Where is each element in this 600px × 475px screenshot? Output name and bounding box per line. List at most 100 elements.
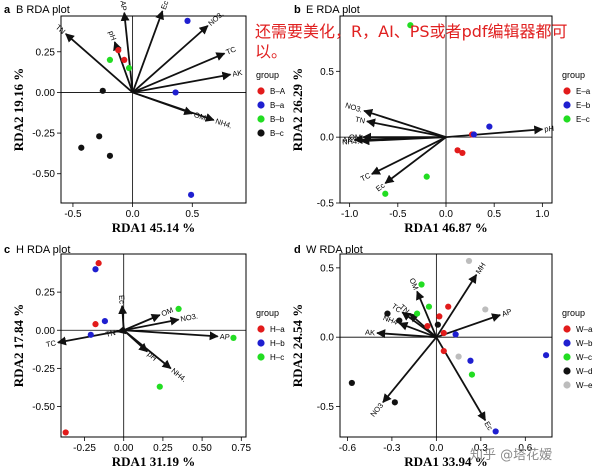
- x-tick-label: 0.25: [153, 443, 173, 454]
- legend-label: E–b: [576, 101, 591, 110]
- y-tick-label: 0.0: [320, 133, 334, 144]
- legend-title: group: [562, 308, 585, 318]
- legend-title: group: [562, 70, 585, 80]
- arrow-ap: [120, 11, 134, 93]
- legend-marker: [563, 325, 571, 333]
- y-tick-label: -0.50: [32, 169, 55, 180]
- arrow-label: AP: [119, 0, 129, 11]
- arrow-label: NH4.: [342, 137, 359, 147]
- arrow-label: AP: [219, 332, 230, 342]
- legend-label: E–a: [576, 87, 591, 96]
- data-point: [459, 149, 466, 157]
- legend-label: B–A: [270, 87, 286, 96]
- y-tick-label: -0.5: [317, 402, 335, 413]
- y-axis-label: RDA2 26.29 %: [290, 68, 305, 151]
- data-point: [424, 322, 431, 330]
- panel-title: B RDA plot: [16, 4, 70, 16]
- data-point: [454, 147, 461, 154]
- arrow-ap: [123, 329, 219, 341]
- arrow-label: Ec: [117, 295, 127, 305]
- legend-marker: [257, 115, 265, 123]
- data-point: [101, 318, 108, 325]
- arrow-label: pH: [544, 124, 554, 134]
- x-tick-label: -0.5: [64, 209, 82, 220]
- arrow-ec: [384, 136, 447, 184]
- y-tick-label: 0.0: [320, 333, 334, 344]
- data-point: [348, 379, 355, 387]
- arrow-label: AK: [365, 328, 376, 338]
- arrow-label: TN: [354, 115, 366, 126]
- data-point: [440, 347, 447, 355]
- x-tick-label: 0.6: [518, 443, 532, 454]
- arrow-no3: [123, 316, 180, 332]
- data-point: [95, 260, 102, 267]
- arrow-no3: [132, 25, 209, 94]
- x-tick-label: -0.5: [389, 209, 407, 220]
- arrow-label: TC: [359, 171, 372, 184]
- data-point: [482, 306, 489, 313]
- arrow-label: TC: [225, 44, 238, 56]
- y-tick-label: 0.00: [36, 326, 56, 337]
- legend-label: B–a: [270, 101, 285, 110]
- arrow-no3: [363, 109, 447, 139]
- x-tick-label: -0.3: [383, 443, 401, 454]
- arrow-label: TC: [45, 338, 57, 349]
- legend-marker: [257, 129, 265, 137]
- legend-label: H–a: [270, 325, 285, 334]
- y-axis-label: RDA2 24.54 %: [290, 304, 305, 387]
- watermark: 知乎 @塔花嫒: [470, 448, 553, 463]
- arrow-om: [416, 290, 438, 338]
- y-axis-label: RDA2 19.16 %: [11, 68, 26, 151]
- x-axis-label: RDA1 45.14 %: [112, 220, 195, 235]
- data-point: [87, 331, 94, 338]
- arrow-label: Ec: [482, 420, 494, 432]
- arrow-tn: [409, 312, 437, 338]
- x-tick-label: 0.75: [232, 443, 252, 454]
- x-axis-label: RDA1 33.94 %: [404, 454, 487, 469]
- arrow-tc: [370, 136, 447, 175]
- data-point: [391, 399, 398, 406]
- arrow-ak: [132, 71, 232, 94]
- arrow-ec: [131, 10, 164, 93]
- x-tick-label: 1.0: [535, 209, 549, 220]
- arrow-nh4: [360, 136, 447, 146]
- legend-label: W–c: [576, 353, 592, 362]
- y-tick-label: -0.25: [32, 129, 55, 140]
- x-tick-label: -1.0: [341, 209, 359, 220]
- data-point: [382, 190, 389, 197]
- legend-label: W–d: [576, 367, 592, 376]
- legend-marker: [257, 101, 265, 109]
- x-tick-label: 0.5: [487, 209, 501, 220]
- arrow-label: pH: [107, 30, 119, 42]
- data-point: [425, 303, 433, 310]
- y-tick-label: 0.25: [36, 288, 56, 299]
- legend-label: H–c: [270, 353, 284, 362]
- arrow-ap: [436, 313, 501, 339]
- overlay-note: 还需要美化，R，AI、PS或者pdf编辑器都可以。: [255, 22, 568, 61]
- data-point: [384, 310, 391, 317]
- x-tick-label: 0.5: [185, 209, 199, 220]
- arrow-no3: [382, 336, 438, 404]
- data-point: [92, 266, 99, 273]
- data-point: [156, 383, 163, 390]
- data-point: [78, 144, 85, 151]
- data-point: [184, 17, 191, 24]
- x-tick-label: -0.25: [73, 443, 96, 454]
- plot-frame: [339, 253, 553, 438]
- arrow-om: [123, 314, 161, 332]
- panel-title: E RDA plot: [306, 4, 360, 16]
- arrow-tc: [132, 52, 226, 94]
- arrow-tn: [65, 33, 134, 94]
- y-tick-label: 0.5: [320, 67, 334, 78]
- y-tick-label: -0.25: [32, 364, 55, 375]
- arrow-nh4: [123, 329, 172, 370]
- arrow-ph: [445, 125, 544, 139]
- x-tick-label: 0.3: [474, 443, 488, 454]
- legend-marker: [563, 339, 571, 347]
- legend-label: B–b: [270, 115, 285, 124]
- legend-marker: [563, 101, 571, 109]
- legend-title: group: [256, 308, 279, 318]
- x-tick-label: -0.6: [339, 443, 357, 454]
- data-point: [440, 329, 447, 337]
